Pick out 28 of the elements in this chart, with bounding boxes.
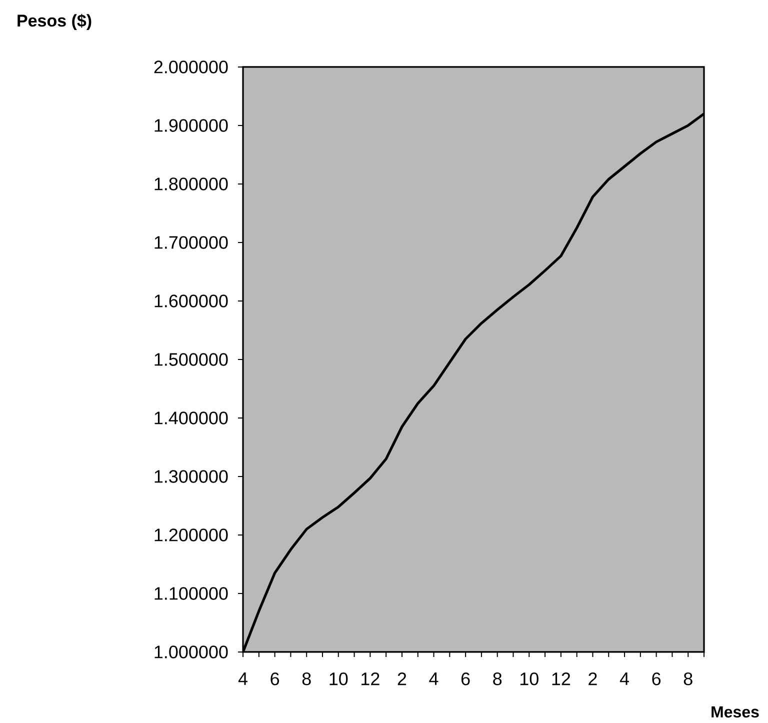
- x-tick-label: 6: [652, 672, 661, 686]
- x-tick-label: 8: [684, 672, 692, 686]
- y-tick-label: 1.600000: [154, 294, 228, 308]
- x-tick-label: 6: [270, 672, 280, 686]
- x-tick-label: 4: [429, 672, 438, 685]
- x-tick-label: 4: [620, 672, 630, 685]
- y-tick-label: 1.100000: [154, 587, 228, 600]
- x-axis-title: Meses: [712, 706, 759, 718]
- y-tick-label: 1.200000: [154, 528, 228, 542]
- y-tick-label: 1.900000: [154, 119, 228, 132]
- x-tick-label: 8: [493, 672, 502, 686]
- y-tick-label: 1.000000: [154, 646, 228, 658]
- x-tick-label: 12: [362, 672, 380, 686]
- x-tick-label: 10: [330, 672, 348, 686]
- x-tick-label: 12: [552, 672, 570, 686]
- y-tick-label: 1.700000: [154, 236, 228, 249]
- y-tick-label: 1.500000: [154, 353, 228, 366]
- x-tick-label: 8: [302, 672, 311, 686]
- y-tick-label: 1.800000: [154, 178, 228, 190]
- x-tick-label: 6: [461, 672, 470, 686]
- y-tick-label: 1.300000: [154, 470, 228, 483]
- y-tick-label: 1.400000: [154, 412, 228, 424]
- x-tick-label: 2: [588, 672, 597, 686]
- x-tick-label: 2: [398, 672, 406, 686]
- y-axis-title: Pesos ($): [18, 14, 92, 30]
- x-tick-label: 4: [238, 672, 248, 685]
- x-tick-label: 10: [520, 672, 538, 686]
- y-tick-label: 2.000000: [154, 60, 228, 74]
